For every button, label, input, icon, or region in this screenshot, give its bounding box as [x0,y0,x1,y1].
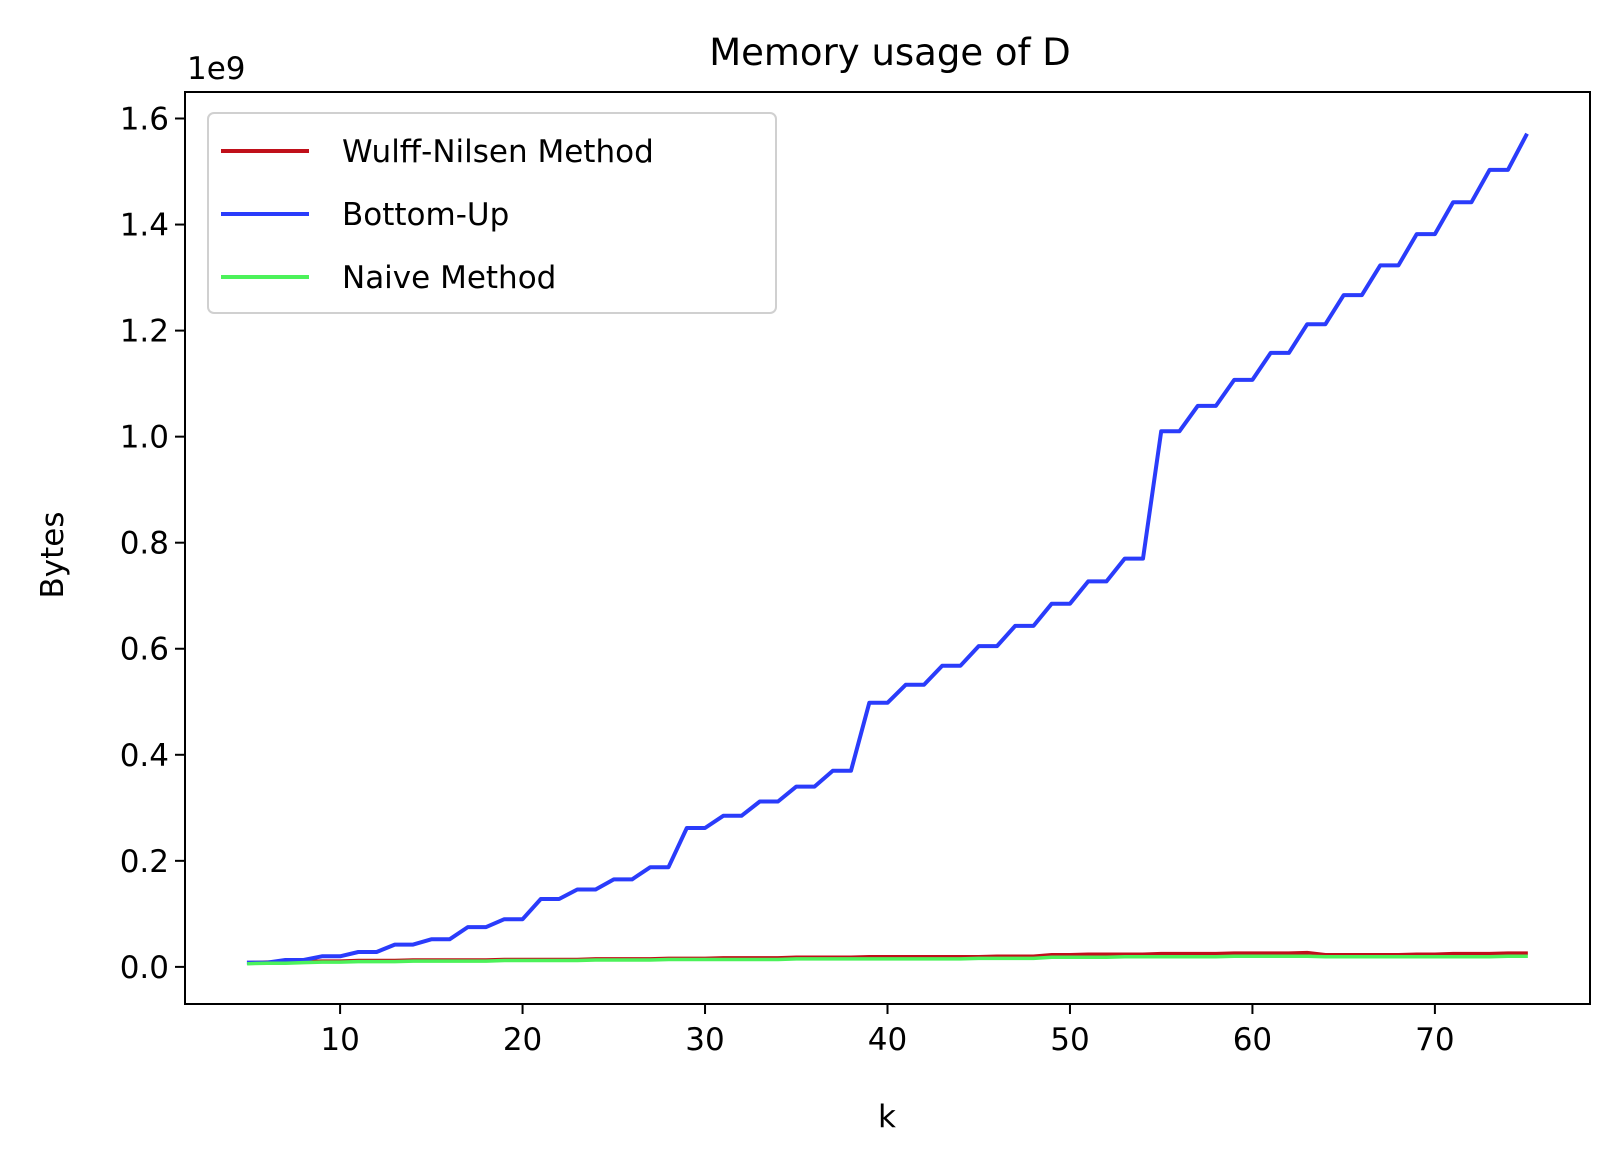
y-tick-label: 1.0 [120,420,169,456]
x-axis-ticks: 10 20 30 40 50 60 70 [320,1004,1455,1058]
y-tick-label: 1.4 [120,208,169,244]
y-tick-label: 0.6 [120,632,169,668]
legend-box [207,112,777,314]
x-tick-label: 70 [1415,1022,1454,1058]
y-axis-ticks: 0.0 0.2 0.4 0.6 0.8 1.0 1.2 1.4 1.6 [120,102,185,986]
x-tick-label: 40 [868,1022,907,1058]
y-tick-label: 0.4 [120,738,169,774]
x-tick-label: 30 [685,1022,724,1058]
x-tick-label: 60 [1233,1022,1272,1058]
plot-area-frame [184,91,1591,1005]
x-tick-label: 20 [503,1022,542,1058]
y-tick-label: 0.0 [120,950,169,986]
y-tick-label: 1.6 [120,102,169,138]
series-lines [246,132,1529,966]
x-tick-label: 50 [1050,1022,1089,1058]
series-line-bottom-up [246,132,1529,965]
y-axis-label: Bytes [35,512,71,599]
legend-label-naive-method: Naive Method [342,260,556,296]
y-offset-label: 1e9 [187,51,246,87]
y-tick-label: 0.8 [120,526,169,562]
y-tick-label: 0.2 [120,844,169,880]
legend-label-wulff-nilsen-method: Wulff-Nilsen Method [342,134,654,170]
series-line-naive-method [247,954,1528,966]
x-axis-label: k [878,1099,896,1135]
y-tick-label: 1.2 [120,314,169,350]
x-tick-label: 10 [320,1022,359,1058]
legend: Wulff-Nilsen Method Bottom-Up Naive Method [207,112,777,314]
chart-title: Memory usage of D [709,31,1071,74]
legend-label-bottom-up: Bottom-Up [342,197,509,233]
